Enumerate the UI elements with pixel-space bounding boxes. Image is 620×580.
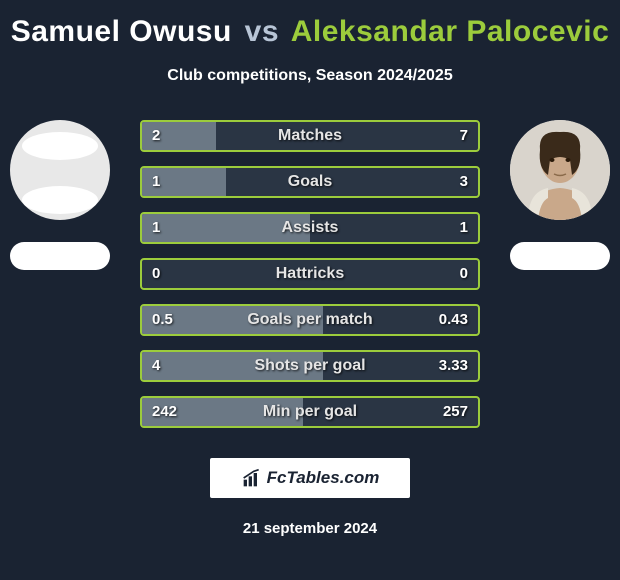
stat-value-right: 0.43: [429, 306, 478, 334]
comparison-card: Samuel Owusu vs Aleksandar Palocevic Clu…: [0, 0, 620, 580]
stat-row: 4Shots per goal3.33: [140, 350, 480, 382]
stat-value-right: 257: [433, 398, 478, 426]
stat-label: Goals per match: [142, 306, 478, 334]
stat-value-right: 1: [450, 214, 478, 242]
subtitle: Club competitions, Season 2024/2025: [0, 67, 620, 85]
vs-text: vs: [245, 15, 279, 48]
comparison-body: 2Matches71Goals31Assists10Hattricks00.5G…: [0, 120, 620, 440]
stat-value-right: 3: [450, 168, 478, 196]
stat-row: 1Assists1: [140, 212, 480, 244]
page-title: Samuel Owusu vs Aleksandar Palocevic: [0, 15, 620, 49]
brand-badge: FcTables.com: [210, 458, 410, 498]
player2-column: [505, 120, 615, 270]
player1-column: [5, 120, 115, 270]
stat-label: Min per goal: [142, 398, 478, 426]
stat-label: Hattricks: [142, 260, 478, 288]
player1-name: Samuel Owusu: [11, 15, 232, 48]
stat-label: Assists: [142, 214, 478, 242]
brand-chart-icon: [241, 468, 263, 488]
player1-avatar: [10, 120, 110, 220]
stat-row: 242Min per goal257: [140, 396, 480, 428]
stat-row: 0.5Goals per match0.43: [140, 304, 480, 336]
player2-avatar: [510, 120, 610, 220]
stat-row: 1Goals3: [140, 166, 480, 198]
avatar-photo-icon: [510, 120, 610, 220]
avatar-placeholder-icon: [10, 120, 110, 220]
stat-label: Shots per goal: [142, 352, 478, 380]
player2-team-pill: [510, 242, 610, 270]
stat-label: Goals: [142, 168, 478, 196]
date-text: 21 september 2024: [0, 520, 620, 537]
stat-value-right: 3.33: [429, 352, 478, 380]
stats-bars: 2Matches71Goals31Assists10Hattricks00.5G…: [140, 120, 480, 428]
player2-name: Aleksandar Palocevic: [291, 15, 610, 48]
stat-row: 2Matches7: [140, 120, 480, 152]
stat-row: 0Hattricks0: [140, 258, 480, 290]
stat-label: Matches: [142, 122, 478, 150]
brand-text: FcTables.com: [267, 468, 380, 488]
player1-team-pill: [10, 242, 110, 270]
stat-value-right: 0: [450, 260, 478, 288]
stat-value-right: 7: [450, 122, 478, 150]
